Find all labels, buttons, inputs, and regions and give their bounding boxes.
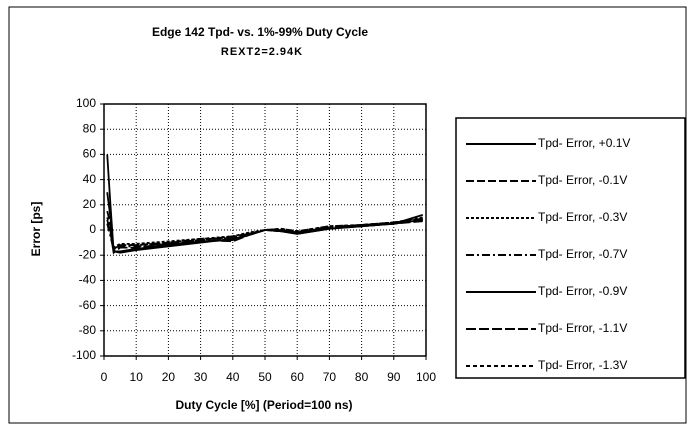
chart-subtitle: REXT2=2.94K (221, 46, 303, 58)
legend-label: Tpd- Error, +0.1V (538, 136, 630, 150)
y-tick-label: -60 (79, 298, 97, 312)
legend-label: Tpd- Error, -0.7V (538, 247, 627, 261)
x-tick-label: 80 (355, 370, 369, 384)
x-tick-label: 10 (130, 370, 144, 384)
y-tick-label: 0 (89, 222, 96, 236)
y-axis-label: Error [ps] (29, 202, 43, 257)
y-tick-label: 20 (83, 197, 97, 211)
x-tick-label: 20 (162, 370, 176, 384)
x-tick-label: 50 (258, 370, 272, 384)
plot-border (103, 103, 427, 357)
series-line (106, 219, 423, 251)
x-tick-label: 60 (291, 370, 305, 384)
x-tick-label: 40 (226, 370, 240, 384)
x-axis-label: Duty Cycle [%] (Period=100 ns) (175, 398, 352, 412)
y-tick-label: 40 (83, 172, 97, 186)
x-tick-label: 0 (101, 370, 108, 384)
x-tick-label: 70 (323, 370, 337, 384)
legend-label: Tpd- Error, -1.3V (538, 358, 627, 372)
frame (8, 6, 687, 424)
legend-label: Tpd- Error, -0.1V (538, 173, 627, 187)
legend-label: Tpd- Error, -0.9V (538, 284, 627, 298)
y-tick-label: -80 (79, 323, 97, 337)
x-tick-label: 90 (387, 370, 401, 384)
y-tick-label: -20 (79, 247, 97, 261)
legend-label: Tpd- Error, -1.1V (538, 321, 627, 335)
x-tick-label: 100 (416, 370, 436, 384)
x-tick-label: 30 (194, 370, 208, 384)
y-tick-label: -40 (79, 273, 97, 287)
y-tick-label: -100 (72, 348, 96, 362)
legend-box (455, 117, 686, 379)
legend-label: Tpd- Error, -0.3V (538, 210, 627, 224)
y-tick-label: 100 (76, 96, 96, 110)
y-tick-label: 60 (83, 147, 97, 161)
chart-title: Edge 142 Tpd- vs. 1%-99% Duty Cycle (152, 25, 368, 39)
y-tick-label: 80 (83, 121, 97, 135)
